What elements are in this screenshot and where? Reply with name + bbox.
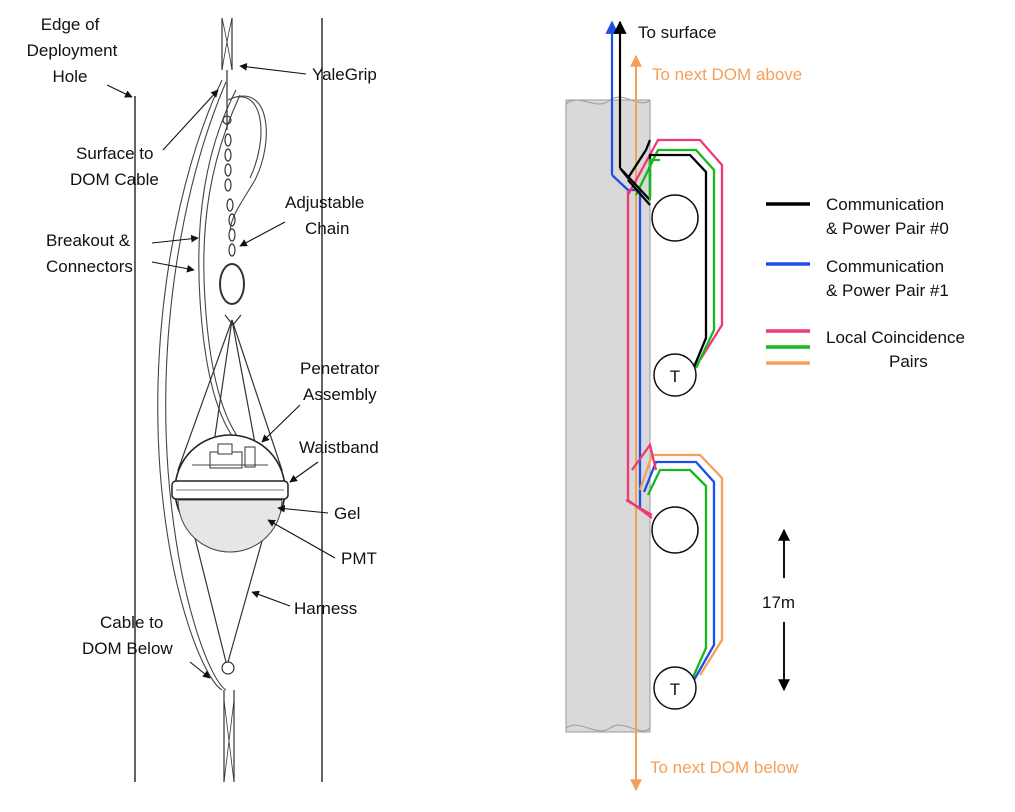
dom-lower-t-label: T bbox=[670, 680, 680, 699]
label-adjustable-chain: Adjustable Chain bbox=[285, 193, 364, 238]
surface-cable-bundle bbox=[157, 79, 267, 691]
label-to-surface: To surface bbox=[638, 23, 716, 42]
legend-pair1: Communication & Power Pair #1 bbox=[766, 257, 949, 300]
label-harness: Harness bbox=[294, 599, 357, 618]
main-cable bbox=[221, 17, 235, 783]
left-labels: Edge of Deployment Hole YaleGrip Surface t… bbox=[27, 15, 380, 679]
legend: Communication & Power Pair #0 Communicati… bbox=[766, 195, 965, 371]
dom-upper bbox=[651, 194, 699, 242]
label-gel: Gel bbox=[334, 504, 360, 523]
label-yalegrip: YaleGrip bbox=[312, 65, 377, 84]
label-cable-below: Cable to DOM Below bbox=[82, 613, 173, 658]
svg-text:Communication& Power Pair #1: Communication & Power Pair #1 bbox=[826, 257, 949, 300]
dom-sphere bbox=[171, 434, 289, 553]
label-edge-hole: Edge of Deployment Hole bbox=[27, 15, 118, 86]
label-waistband: Waistband bbox=[299, 438, 379, 457]
right-panel: T T To surface To next DOM above To next… bbox=[565, 20, 965, 792]
legend-pair0: Communication & Power Pair #0 bbox=[766, 195, 949, 238]
left-panel: Edge of Deployment Hole YaleGrip Surface t… bbox=[27, 15, 380, 783]
adjustable-chain bbox=[219, 70, 245, 326]
label-spacing: 17m bbox=[762, 593, 795, 612]
label-surface-cable: Surface to DOM Cable bbox=[70, 144, 159, 189]
svg-text:Communication& Power Pair #0: Communication & Power Pair #0 bbox=[826, 195, 949, 238]
dom-lower-t: T bbox=[653, 666, 697, 710]
lower-wiring bbox=[625, 442, 724, 685]
dom-upper-t-label: T bbox=[670, 367, 680, 386]
label-pmt: PMT bbox=[341, 549, 377, 568]
dom-lower bbox=[651, 506, 699, 554]
label-to-next-below: To next DOM below bbox=[650, 758, 799, 777]
label-to-next-above: To next DOM above bbox=[652, 65, 802, 84]
label-penetrator: Penetrator Assembly bbox=[300, 359, 380, 404]
legend-local-coincidence: Local Coincidence Pairs bbox=[766, 328, 965, 371]
dom-upper-t: T bbox=[653, 353, 697, 397]
label-breakout: Breakout & Connectors bbox=[46, 231, 133, 276]
